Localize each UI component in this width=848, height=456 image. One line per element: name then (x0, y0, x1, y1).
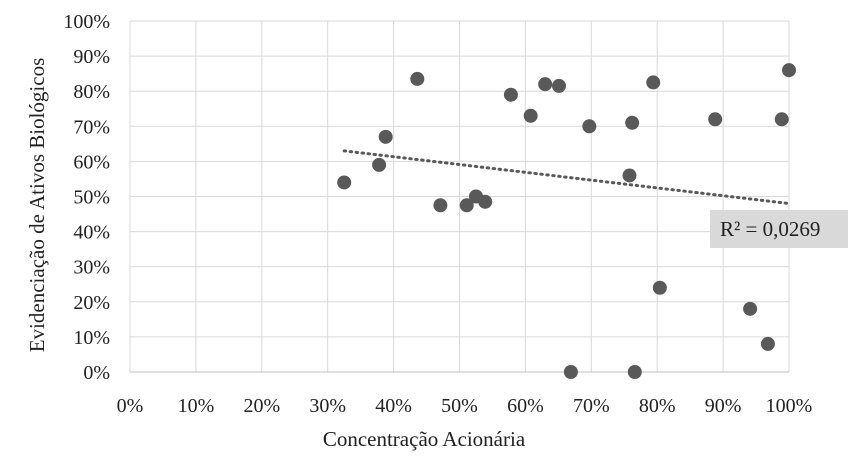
data-point (760, 336, 775, 351)
r2-label: R² = 0,0269 (720, 217, 820, 241)
data-points (337, 63, 796, 379)
data-point (538, 77, 553, 92)
data-point (503, 87, 518, 102)
r2-label-box: R² = 0,0269 (710, 210, 848, 248)
x-tick-label: 70% (573, 395, 610, 417)
y-tick-label: 100% (63, 11, 110, 33)
y-tick-label: 80% (73, 81, 110, 103)
data-point (563, 365, 578, 379)
data-point (378, 129, 393, 144)
x-tick-label: 20% (243, 395, 280, 417)
data-point (782, 63, 796, 78)
data-point (337, 175, 352, 190)
y-tick-label: 50% (73, 187, 110, 209)
data-point (774, 112, 789, 127)
x-tick-label: 60% (507, 395, 544, 417)
data-point (652, 280, 667, 295)
x-axis-label: Concentração Acionária (323, 427, 526, 451)
x-tick-label: 90% (705, 395, 742, 417)
y-axis-label: Evidenciação de Ativos Biológicos (25, 58, 49, 353)
y-tick-label: 10% (73, 327, 110, 349)
data-point (627, 365, 642, 379)
data-point (552, 78, 567, 93)
data-point (708, 112, 723, 127)
data-point (625, 115, 640, 130)
y-tick-label: 90% (73, 46, 110, 68)
data-point (410, 71, 425, 86)
data-point (582, 119, 597, 134)
data-point (743, 301, 758, 316)
x-tick-label: 0% (117, 395, 144, 417)
trendline (342, 149, 791, 206)
y-axis-ticks: 0% 10% 20% 30% 40% 50% 60% 70% 80% 90% 100% (63, 11, 110, 384)
data-point (433, 198, 448, 213)
y-tick-label: 40% (73, 222, 110, 244)
data-point (622, 168, 637, 183)
data-point (459, 198, 474, 213)
x-axis-ticks: 0% 10% 20% 30% 40% 50% 60% 70% 80% 90% 100% (117, 395, 813, 417)
y-tick-label: 70% (73, 116, 110, 138)
y-tick-label: 60% (73, 151, 110, 173)
trendline-group (342, 149, 791, 206)
x-tick-label: 50% (441, 395, 478, 417)
data-point (523, 108, 538, 123)
data-point (646, 75, 661, 90)
y-tick-label: 30% (73, 257, 110, 279)
y-tick-label: 0% (83, 362, 110, 384)
r2-label-background (710, 210, 848, 248)
x-tick-label: 80% (639, 395, 676, 417)
x-tick-label: 40% (375, 395, 412, 417)
x-tick-label: 10% (178, 395, 215, 417)
y-tick-label: 20% (73, 292, 110, 314)
data-point (478, 194, 493, 209)
x-tick-label: 30% (309, 395, 346, 417)
data-point (372, 157, 387, 172)
x-tick-label: 100% (766, 395, 813, 417)
